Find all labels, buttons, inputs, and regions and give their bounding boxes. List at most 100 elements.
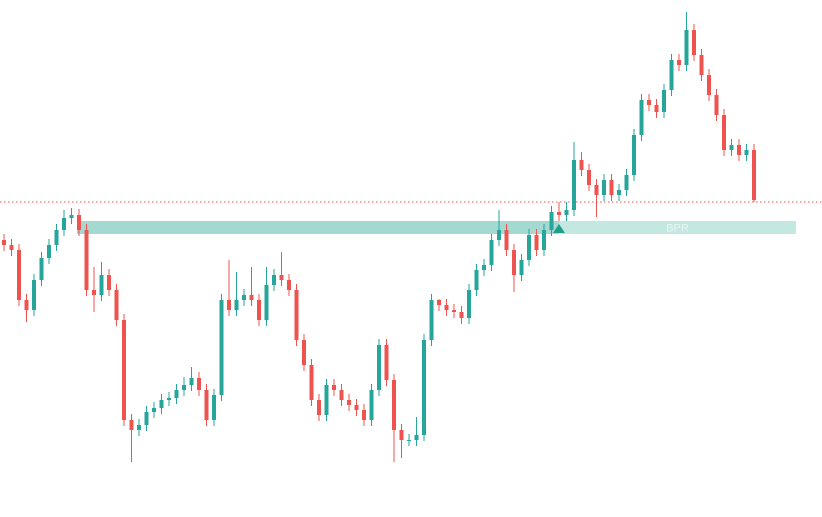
candle-body xyxy=(489,240,494,265)
candle-body xyxy=(684,30,689,65)
candle-body xyxy=(2,240,6,245)
candle-body xyxy=(414,435,419,440)
candle-body xyxy=(137,425,141,430)
candle-body xyxy=(752,150,756,200)
candle-body xyxy=(467,290,471,318)
candle-body xyxy=(572,160,576,210)
candle-body xyxy=(249,295,254,300)
candle-body xyxy=(167,398,171,400)
candle-body xyxy=(564,210,569,215)
candle-body xyxy=(122,320,126,420)
candle-body xyxy=(392,380,396,430)
candle-body xyxy=(324,385,329,415)
candle-body xyxy=(129,420,134,430)
candle-body xyxy=(624,175,629,190)
candle-body xyxy=(354,405,359,410)
candle-body xyxy=(557,212,561,215)
candle-body xyxy=(309,365,314,400)
candle-body xyxy=(512,250,516,275)
candle-body xyxy=(377,345,381,390)
candle-body xyxy=(617,190,621,195)
candle-body xyxy=(707,75,711,95)
candle-body xyxy=(339,390,344,400)
candle-body xyxy=(632,135,636,175)
candle-body xyxy=(84,230,89,290)
candle-body xyxy=(474,270,479,290)
candle-body xyxy=(549,212,554,230)
candle-body xyxy=(452,310,456,312)
candle-body xyxy=(542,230,546,250)
candle-body xyxy=(527,235,531,260)
candle-body xyxy=(639,100,644,135)
candle-body xyxy=(647,100,651,105)
candle-body xyxy=(32,280,36,310)
candle-body xyxy=(227,300,231,310)
candle-body xyxy=(39,258,44,280)
candle-body xyxy=(729,145,734,150)
candle-body xyxy=(497,230,501,240)
candle-body xyxy=(219,300,224,395)
candle-body xyxy=(444,305,449,310)
candle-body xyxy=(317,400,321,415)
candle-body xyxy=(332,385,336,390)
candle-body xyxy=(677,60,681,65)
candle-body xyxy=(99,275,104,295)
candle-body xyxy=(722,115,726,150)
candle-body xyxy=(204,390,209,420)
candle-body xyxy=(654,105,659,112)
candle-body xyxy=(669,60,674,90)
candle-body xyxy=(482,265,486,270)
candle-body xyxy=(362,410,366,420)
candle-body xyxy=(429,300,434,340)
candle-body xyxy=(407,440,411,441)
candle-body xyxy=(294,290,299,340)
candle-body xyxy=(234,300,239,310)
candle-body xyxy=(422,340,426,435)
candle-body xyxy=(534,235,539,250)
candle-body xyxy=(609,180,614,195)
candle-body xyxy=(62,218,66,230)
zone-extension xyxy=(559,221,796,234)
zone-layer: BPR xyxy=(0,201,822,234)
zone-marker xyxy=(553,224,565,233)
candle-body xyxy=(744,150,749,155)
candle-body xyxy=(579,160,584,170)
candle-body xyxy=(24,300,29,310)
candle-body xyxy=(714,95,719,115)
candle-body xyxy=(197,378,201,390)
candle-body xyxy=(699,55,704,75)
candle-body xyxy=(369,390,374,420)
candle-body xyxy=(182,385,186,390)
candle-body xyxy=(114,290,119,320)
candle-body xyxy=(92,290,96,295)
candle-body xyxy=(77,215,81,230)
candle-body xyxy=(287,280,291,290)
candle-body xyxy=(47,245,51,258)
zone xyxy=(77,221,559,234)
candle-body xyxy=(399,430,404,440)
candle-body xyxy=(174,390,179,398)
candle-layer xyxy=(2,12,756,462)
candle-body xyxy=(159,400,164,408)
candle-body xyxy=(692,30,696,55)
zone-label: BPR xyxy=(666,222,689,234)
candle-body xyxy=(437,300,441,305)
candle-body xyxy=(144,412,149,425)
candle-body xyxy=(152,408,156,412)
candle-body xyxy=(17,250,21,300)
candle-body xyxy=(459,312,464,318)
candle-body xyxy=(347,400,351,405)
candle-body xyxy=(587,170,591,185)
candle-body xyxy=(264,285,269,320)
candle-body xyxy=(384,345,389,380)
candle-body xyxy=(519,260,524,275)
candle-body xyxy=(257,300,261,320)
candle-body xyxy=(189,378,194,385)
candle-body xyxy=(9,245,14,250)
candle-body xyxy=(272,275,276,285)
candle-body xyxy=(212,395,216,420)
candle-body xyxy=(737,145,741,155)
candle-body xyxy=(242,295,246,300)
